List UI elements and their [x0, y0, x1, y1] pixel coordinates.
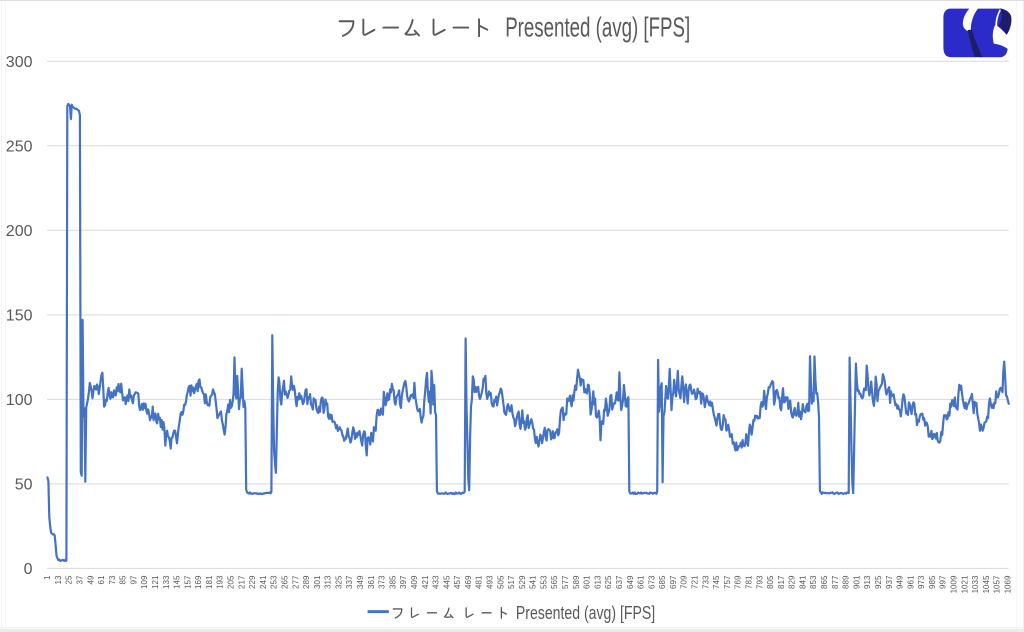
- svg-text:421: 421: [421, 575, 430, 589]
- svg-text:685: 685: [658, 575, 667, 589]
- svg-text:169: 169: [194, 575, 203, 589]
- svg-text:565: 565: [550, 575, 559, 589]
- svg-text:1: 1: [43, 575, 52, 580]
- svg-text:661: 661: [637, 575, 646, 589]
- svg-text:1069: 1069: [1003, 575, 1012, 593]
- svg-text:889: 889: [842, 575, 851, 589]
- svg-text:313: 313: [324, 575, 333, 589]
- svg-text:325: 325: [334, 575, 343, 589]
- svg-text:673: 673: [647, 575, 656, 589]
- svg-text:253: 253: [270, 575, 279, 589]
- svg-text:49: 49: [86, 575, 95, 584]
- svg-text:157: 157: [183, 575, 192, 589]
- svg-text:781: 781: [745, 575, 754, 589]
- svg-text:601: 601: [583, 575, 592, 589]
- svg-text:361: 361: [367, 575, 376, 589]
- svg-text:493: 493: [486, 575, 495, 589]
- svg-text:349: 349: [356, 575, 365, 589]
- svg-text:25: 25: [65, 575, 74, 584]
- svg-text:481: 481: [475, 575, 484, 589]
- svg-text:385: 385: [388, 575, 397, 589]
- svg-text:205: 205: [227, 575, 236, 589]
- svg-text:100: 100: [6, 392, 33, 409]
- svg-text:457: 457: [453, 575, 462, 589]
- svg-text:300: 300: [6, 54, 33, 71]
- svg-text:277: 277: [291, 575, 300, 589]
- svg-text:553: 553: [540, 575, 549, 589]
- svg-text:961: 961: [906, 575, 915, 589]
- svg-text:193: 193: [216, 575, 225, 589]
- svg-text:901: 901: [852, 575, 861, 589]
- svg-text:133: 133: [162, 575, 171, 589]
- svg-text:85: 85: [119, 575, 128, 584]
- svg-text:121: 121: [151, 575, 160, 589]
- svg-text:973: 973: [917, 575, 926, 589]
- svg-text:841: 841: [798, 575, 807, 589]
- svg-text:817: 817: [777, 575, 786, 589]
- svg-text:649: 649: [626, 575, 635, 589]
- svg-text:937: 937: [885, 575, 894, 589]
- svg-text:1057: 1057: [993, 575, 1002, 593]
- svg-text:50: 50: [15, 477, 33, 494]
- svg-text:250: 250: [6, 139, 33, 156]
- svg-text:409: 409: [410, 575, 419, 589]
- svg-text:769: 769: [734, 575, 743, 589]
- svg-text:757: 757: [723, 575, 732, 589]
- svg-text:397: 397: [399, 575, 408, 589]
- svg-text:721: 721: [691, 575, 700, 589]
- svg-text:997: 997: [939, 575, 948, 589]
- svg-text:805: 805: [766, 575, 775, 589]
- svg-text:337: 337: [345, 575, 354, 589]
- svg-text:433: 433: [432, 575, 441, 589]
- svg-text:73: 73: [108, 575, 117, 584]
- svg-text:37: 37: [76, 575, 85, 584]
- svg-text:793: 793: [755, 575, 764, 589]
- svg-text:0: 0: [24, 561, 33, 578]
- svg-text:697: 697: [669, 575, 678, 589]
- svg-text:733: 733: [701, 575, 710, 589]
- svg-text:1033: 1033: [971, 575, 980, 593]
- svg-text:229: 229: [248, 575, 257, 589]
- svg-text:181: 181: [205, 575, 214, 589]
- svg-text:1021: 1021: [960, 575, 969, 593]
- svg-text:949: 949: [896, 575, 905, 589]
- svg-text:745: 745: [712, 575, 721, 589]
- svg-text:445: 445: [442, 575, 451, 589]
- svg-text:1009: 1009: [950, 575, 959, 593]
- svg-text:1045: 1045: [982, 575, 991, 593]
- svg-text:217: 217: [237, 575, 246, 589]
- svg-text:925: 925: [874, 575, 883, 589]
- svg-text:109: 109: [140, 575, 149, 589]
- svg-text:289: 289: [302, 575, 311, 589]
- svg-text:985: 985: [928, 575, 937, 589]
- svg-text:241: 241: [259, 575, 268, 589]
- svg-text:200: 200: [6, 223, 33, 240]
- svg-text:97: 97: [129, 575, 138, 584]
- svg-text:265: 265: [281, 575, 290, 589]
- svg-text:517: 517: [507, 575, 516, 589]
- svg-text:625: 625: [604, 575, 613, 589]
- svg-text:145: 145: [173, 575, 182, 589]
- svg-text:Presented (avg) [FPS]: Presented (avg) [FPS]: [516, 602, 655, 623]
- svg-text:469: 469: [464, 575, 473, 589]
- svg-text:301: 301: [313, 575, 322, 589]
- svg-text:829: 829: [788, 575, 797, 589]
- svg-text:865: 865: [820, 575, 829, 589]
- svg-text:529: 529: [518, 575, 527, 589]
- svg-text:709: 709: [680, 575, 689, 589]
- svg-text:541: 541: [529, 575, 538, 589]
- svg-text:637: 637: [615, 575, 624, 589]
- svg-text:373: 373: [378, 575, 387, 589]
- svg-text:Presented (avg) [FPS]: Presented (avg) [FPS]: [505, 11, 690, 42]
- svg-text:877: 877: [831, 575, 840, 589]
- svg-text:150: 150: [6, 308, 33, 325]
- svg-text:589: 589: [572, 575, 581, 589]
- svg-text:577: 577: [561, 575, 570, 589]
- svg-text:613: 613: [593, 575, 602, 589]
- svg-text:505: 505: [496, 575, 505, 589]
- svg-text:853: 853: [809, 575, 818, 589]
- svg-text:61: 61: [97, 575, 106, 584]
- svg-text:13: 13: [54, 575, 63, 584]
- svg-text:913: 913: [863, 575, 872, 589]
